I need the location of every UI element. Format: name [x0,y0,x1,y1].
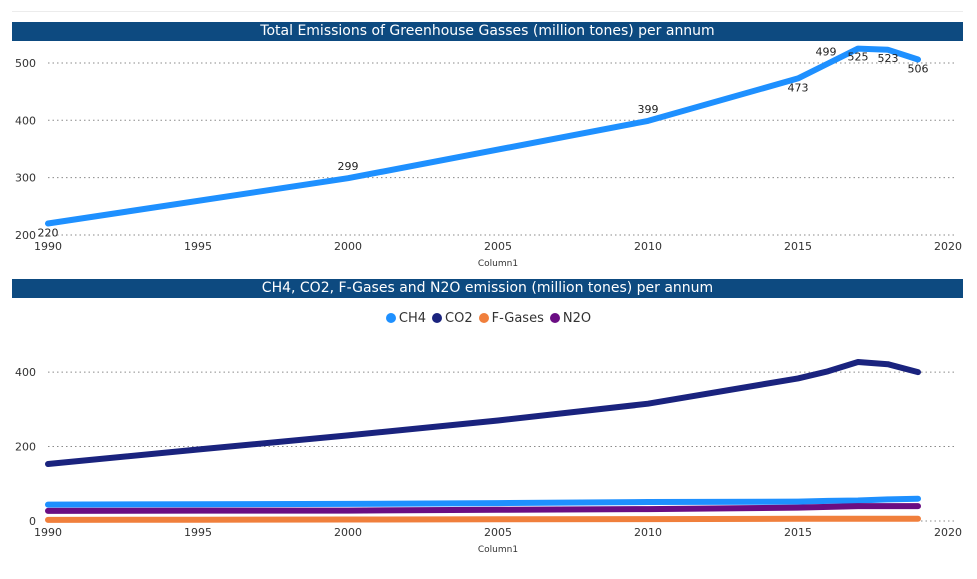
data-label: 499 [816,46,837,59]
series-line-n2o [45,503,921,514]
x-tick-label: 2005 [484,240,512,253]
x-tick-label: 1995 [184,240,212,253]
series-line-ch4 [45,495,921,508]
series-line-f-gases [45,515,921,523]
x-axis-label: Column1 [478,545,518,555]
legend-label: CO2 [445,310,473,326]
data-label: 473 [788,81,809,94]
data-label: 220 [38,227,59,240]
legend-label: CH4 [398,310,427,326]
x-tick-label: 1995 [184,526,212,539]
chart2-title: CH4, CO2, F-Gases and N2O emission (mill… [12,279,963,298]
data-label: 506 [908,63,929,76]
x-tick-label: 2010 [634,526,662,539]
series-line-co2 [45,359,921,467]
y-tick-label: 200 [15,229,36,242]
y-tick-label: 200 [15,441,36,454]
legend-marker [478,313,489,323]
data-label: 525 [848,51,869,64]
legend-marker [385,313,396,323]
y-tick-label: 0 [29,515,36,528]
series-line-total [45,45,921,227]
legend-item: N2O [549,310,592,326]
x-tick-label: 1990 [34,240,62,253]
x-tick-label: 2020 [934,526,962,539]
data-label: 399 [638,103,659,116]
x-axis-label: Column1 [478,259,518,269]
x-tick-label: 2015 [784,240,812,253]
data-label: 523 [878,52,899,65]
chart2-legend: CH4 CO2 F-Gases N2O [0,309,977,327]
legend-label: F-Gases [491,310,544,326]
legend-marker [432,313,443,323]
legend-item: CH4 [385,310,427,326]
x-tick-label: 2020 [934,240,962,253]
x-tick-label: 2015 [784,526,812,539]
legend-item: CO2 [432,311,473,326]
chart1-title: Total Emissions of Greenhouse Gasses (mi… [12,22,963,41]
x-tick-label: 2000 [334,240,362,253]
x-tick-label: 2000 [334,526,362,539]
x-tick-label: 2005 [484,526,512,539]
y-tick-label: 400 [15,114,36,127]
legend-item: F-Gases [478,310,544,326]
y-tick-label: 500 [15,57,36,70]
x-tick-label: 2010 [634,240,662,253]
legend-label: N2O [562,310,592,326]
legend-marker [549,313,560,323]
x-tick-label: 1990 [34,526,62,539]
data-label: 299 [338,160,359,173]
top-divider [12,11,963,12]
y-tick-label: 300 [15,172,36,185]
y-tick-label: 400 [15,366,36,379]
